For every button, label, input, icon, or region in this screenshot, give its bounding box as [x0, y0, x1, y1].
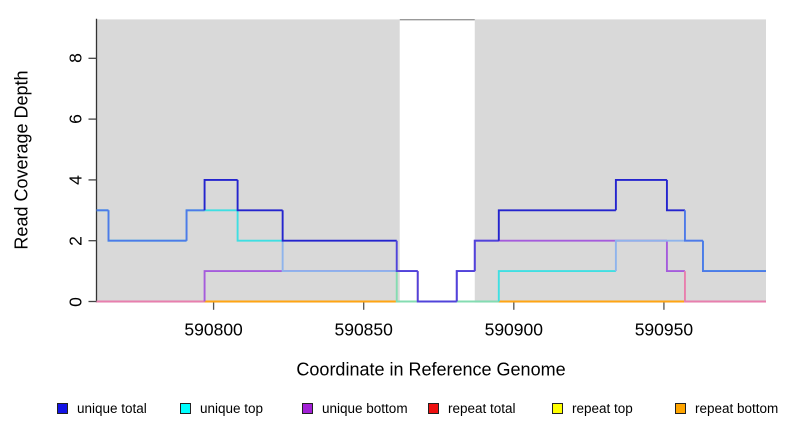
legend-item-unique-top: unique top [180, 402, 263, 415]
legend-item-repeat-top: repeat top [552, 402, 633, 415]
legend-label: repeat bottom [695, 401, 779, 416]
legend-label: unique top [200, 401, 264, 416]
x-tick-label-590900: 590900 [484, 319, 543, 340]
x-axis-title: Coordinate in Reference Genome [296, 359, 566, 380]
y-tick-label-8: 8 [65, 53, 86, 64]
unique-bottom-swatch-icon [302, 403, 313, 414]
y-tick-label-2: 2 [65, 235, 86, 246]
legend-label: unique total [77, 401, 147, 416]
legend-label: repeat total [448, 401, 516, 416]
legend-label: repeat top [572, 401, 633, 416]
repeat-top-swatch-icon [552, 403, 563, 414]
repeat-total-swatch-icon [428, 403, 439, 414]
y-tick-label-0: 0 [65, 296, 86, 307]
repeat-bottom-swatch-icon [675, 403, 686, 414]
legend-item-unique-bottom: unique bottom [302, 402, 408, 415]
legend-item-repeat-bottom: repeat bottom [675, 402, 778, 415]
x-tick-label-590800: 590800 [184, 319, 243, 340]
x-tick-label-590850: 590850 [334, 319, 393, 340]
y-tick-label-6: 6 [65, 114, 86, 124]
legend-item-repeat-total: repeat total [428, 402, 516, 415]
y-axis-title: Read Coverage Depth [11, 70, 32, 250]
x-tick-label-590950: 590950 [634, 319, 694, 340]
y-tick-label-4: 4 [65, 175, 86, 185]
legend-label: unique bottom [322, 401, 408, 416]
legend-item-unique-total: unique total [57, 402, 147, 415]
unique-top-swatch-icon [180, 403, 191, 414]
unique-total-swatch-icon [57, 403, 68, 414]
